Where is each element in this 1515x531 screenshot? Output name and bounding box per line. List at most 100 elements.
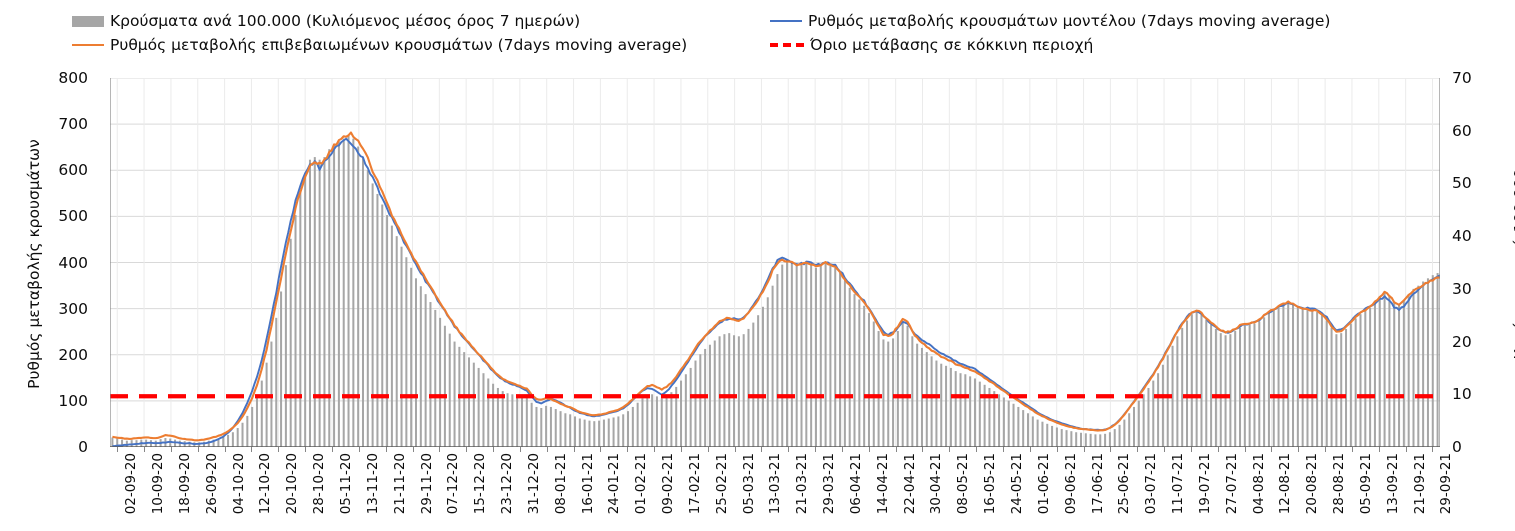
x-tick-label: 05-09-21 (1357, 453, 1374, 515)
x-tick-label: 06-04-21 (847, 453, 864, 515)
x-tick-mark (1029, 447, 1031, 452)
bar (439, 317, 442, 447)
bar (708, 344, 711, 447)
x-tick-mark (1164, 447, 1166, 452)
bar (212, 439, 215, 447)
bar (969, 376, 972, 447)
x-tick-label: 12-08-21 (1277, 453, 1294, 515)
bar (636, 402, 639, 447)
bar (1320, 315, 1323, 447)
bar (723, 334, 726, 447)
x-tick-mark (654, 447, 656, 452)
bar (718, 336, 721, 447)
bar (1287, 301, 1290, 447)
bar (1210, 324, 1213, 447)
x-tick-label: 27-07-21 (1223, 453, 1240, 515)
bar (207, 440, 210, 447)
bar (670, 392, 673, 447)
bar (1383, 290, 1386, 447)
bar (1070, 431, 1073, 447)
x-tick-label: 24-01-21 (606, 453, 623, 515)
bar (983, 384, 986, 447)
bar (1046, 423, 1049, 447)
bar (1277, 306, 1280, 447)
bar (1036, 419, 1039, 447)
legend-label-cases-per-100k: Κρούσματα ανά 100.000 (Κυλιόμενος μέσος … (110, 12, 581, 30)
bar (1272, 309, 1275, 447)
bar (496, 387, 499, 447)
bar-series (111, 135, 1439, 447)
x-tick-label: 23-12-20 (499, 453, 516, 515)
x-tick-mark (788, 447, 790, 452)
bar (978, 381, 981, 447)
bar (1099, 434, 1102, 447)
bar (877, 331, 880, 447)
bar (829, 264, 832, 447)
x-tick-mark (761, 447, 763, 452)
bar (337, 141, 340, 447)
x-tick-label: 16-05-21 (982, 453, 999, 515)
bar (217, 438, 220, 447)
bar (1137, 400, 1140, 447)
bar (839, 273, 842, 447)
bar (1301, 308, 1304, 447)
bar (1214, 328, 1217, 447)
x-tick-label: 11-07-21 (1170, 453, 1187, 515)
x-tick-label: 31-12-20 (525, 453, 542, 515)
bar (419, 286, 422, 447)
x-tick-label: 25-06-21 (1116, 453, 1133, 515)
bar (1364, 311, 1367, 447)
x-tick-label: 21-11-20 (391, 453, 408, 515)
x-tick-mark (1271, 447, 1273, 452)
bar (1089, 433, 1092, 447)
x-tick-mark (1217, 447, 1219, 452)
chart-canvas (110, 78, 1440, 447)
y-tick-left: 0 (78, 438, 88, 456)
bar (1176, 336, 1179, 447)
x-tick-mark (519, 447, 521, 452)
bar (641, 398, 644, 447)
bar (554, 409, 557, 447)
bar (530, 402, 533, 447)
bar (564, 413, 567, 447)
x-tick-mark (224, 447, 226, 452)
x-tick-mark (493, 447, 495, 452)
bar (222, 436, 225, 447)
bar (1388, 295, 1391, 447)
x-tick-label: 21-03-21 (794, 453, 811, 515)
bar (371, 183, 374, 447)
bar (236, 428, 239, 447)
bar (1190, 314, 1193, 447)
bar (1012, 403, 1015, 447)
x-tick-mark (170, 447, 172, 452)
bar (323, 157, 326, 447)
bar (434, 309, 437, 447)
x-tick-mark (1405, 447, 1407, 452)
bar (1296, 306, 1299, 447)
bar (511, 394, 514, 447)
x-tick-mark (197, 447, 199, 452)
bar (1132, 406, 1136, 447)
bar (405, 257, 408, 447)
x-tick-label: 21-09-21 (1411, 453, 1428, 515)
x-tick-label: 29-09-21 (1438, 453, 1455, 515)
bar (260, 380, 263, 447)
bar (660, 398, 663, 447)
bar (1316, 312, 1319, 447)
bar (525, 397, 528, 447)
bar (318, 159, 321, 447)
bar (911, 336, 914, 447)
bar (1051, 425, 1054, 447)
legend-label-model-rate: Ρυθμός μεταβολής κρουσμάτων μοντέλου (7d… (808, 12, 1331, 30)
bar (805, 262, 808, 447)
bar (545, 405, 548, 447)
y-tick-right: 70 (1452, 69, 1472, 87)
bar (1369, 307, 1372, 447)
bar (949, 367, 952, 447)
x-tick-mark (1083, 447, 1085, 452)
bar (188, 441, 191, 447)
bar (757, 315, 760, 447)
bar (1186, 320, 1189, 447)
bar (1055, 427, 1058, 447)
bar (1007, 400, 1010, 447)
